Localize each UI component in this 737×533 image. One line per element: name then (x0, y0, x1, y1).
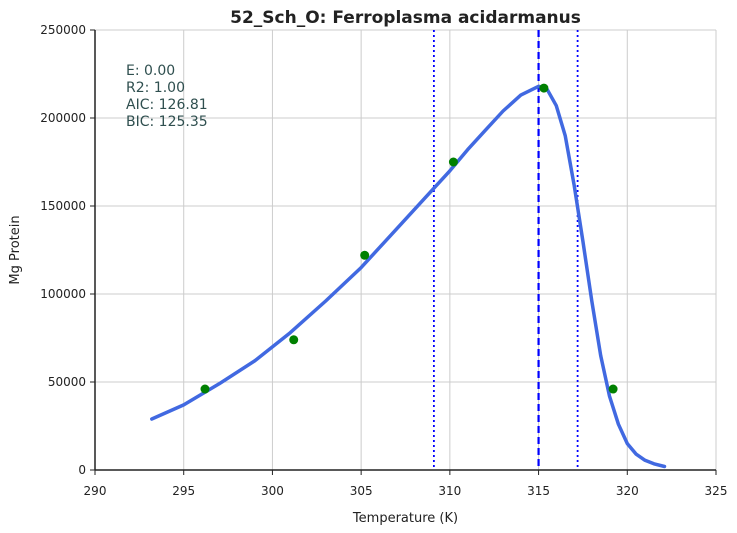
x-tick-label: 305 (350, 484, 373, 498)
y-axis-label: Mg Protein (8, 215, 23, 284)
data-point (360, 250, 370, 260)
reference-lines (432, 30, 579, 470)
data-point (289, 335, 299, 345)
fit-statistic: AIC: 126.81 (126, 97, 208, 113)
x-tick-label: 315 (527, 484, 550, 498)
series (150, 83, 667, 469)
data-point (608, 384, 618, 394)
fit-statistic: R2: 1.00 (126, 80, 185, 96)
y-tick-label: 0 (78, 463, 86, 477)
x-tick-label: 300 (261, 484, 284, 498)
x-tick-label: 290 (84, 484, 107, 498)
x-tick-label: 320 (616, 484, 639, 498)
y-tick-label: 250000 (40, 23, 86, 37)
x-axis-label: Temperature (K) (352, 511, 458, 526)
data-point (200, 384, 210, 394)
y-tick-label: 50000 (48, 375, 86, 389)
y-tick-label: 100000 (40, 287, 86, 301)
x-tick-label: 295 (172, 484, 195, 498)
fit-statistic: BIC: 125.35 (126, 114, 208, 130)
data-point (539, 83, 549, 93)
y-tick-label: 200000 (40, 111, 86, 125)
data-point (448, 157, 458, 167)
axes (94, 30, 716, 471)
fit-statistic: E: 0.00 (126, 63, 175, 79)
x-ticks: 290 295 300 305 310 315 320 325 (84, 470, 728, 498)
fit-curve (150, 84, 667, 469)
x-tick-label: 325 (705, 484, 728, 498)
y-tick-label: 150000 (40, 199, 86, 213)
y-ticks: 0 50000 100000 150000 200000 250000 (40, 23, 95, 477)
x-tick-label: 310 (438, 484, 461, 498)
chart-title: 52_Sch_O: Ferroplasma acidarmanus (230, 8, 581, 28)
